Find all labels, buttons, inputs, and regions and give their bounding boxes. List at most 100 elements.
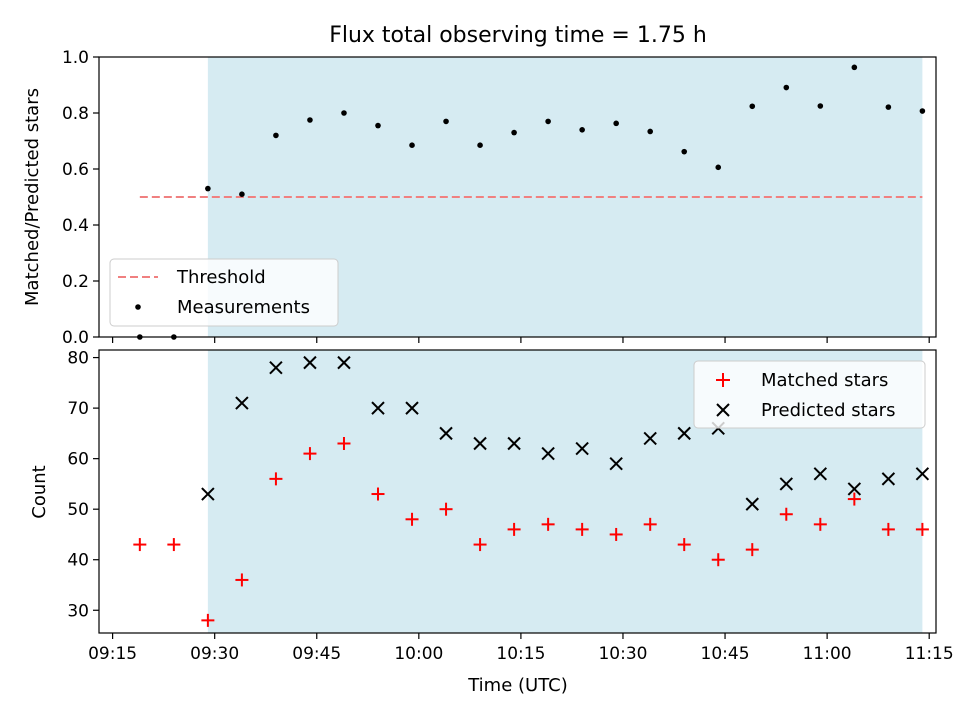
measurement-points bbox=[137, 64, 926, 340]
legend-matched-label: Matched stars bbox=[761, 370, 888, 391]
matched-stars-point bbox=[235, 573, 249, 587]
matched-stars-point bbox=[473, 538, 487, 552]
measurement-point bbox=[239, 191, 245, 197]
predicted-stars-point bbox=[847, 482, 862, 496]
top-legend: Threshold Measurements bbox=[109, 258, 339, 327]
x-tick-label: 10:15 bbox=[496, 644, 545, 664]
predicted-stars-points bbox=[201, 355, 930, 511]
measurement-point bbox=[681, 148, 688, 155]
predicted-stars-point bbox=[303, 355, 317, 370]
y-tick-label: 80 bbox=[67, 349, 89, 369]
matched-stars-point bbox=[167, 538, 181, 552]
measurement-point bbox=[749, 103, 756, 110]
y-tick-label: 1.0 bbox=[62, 48, 89, 68]
bottom-legend-box bbox=[693, 360, 926, 429]
measurement-point bbox=[579, 127, 585, 133]
x-tick-label: 09:30 bbox=[190, 644, 239, 664]
matched-stars-point bbox=[575, 522, 589, 536]
x-tick-label: 10:45 bbox=[701, 644, 750, 664]
measurement-point bbox=[375, 122, 381, 129]
x-tick-label: 11:15 bbox=[905, 644, 954, 664]
measurement-point bbox=[647, 128, 653, 135]
x-tick-label: 09:15 bbox=[88, 644, 137, 664]
matched-stars-point bbox=[439, 502, 453, 516]
measurement-point bbox=[443, 118, 449, 125]
predicted-stars-point bbox=[439, 426, 453, 441]
y-tick-label: 70 bbox=[67, 399, 89, 419]
x-tick-label: 09:45 bbox=[292, 644, 341, 664]
x-tick-label: 10:00 bbox=[394, 644, 443, 664]
measurement-point bbox=[341, 110, 347, 116]
x-tick-label: 10:30 bbox=[598, 644, 647, 664]
legend-predicted-swatch bbox=[716, 403, 730, 417]
legend-matched-swatch bbox=[716, 373, 730, 387]
y-tick-label: 50 bbox=[67, 500, 89, 520]
predicted-stars-point bbox=[405, 401, 419, 415]
predicted-stars-point bbox=[541, 446, 555, 461]
predicted-stars-point bbox=[201, 487, 215, 501]
bottom-axes: 30 40 50 60 70 80 09:15 09:30 09:45 10:00 10:15 10… bbox=[29, 349, 954, 696]
y-tick-label: 0.6 bbox=[62, 160, 89, 180]
matched-stars-point bbox=[711, 553, 725, 567]
measurement-point bbox=[817, 103, 824, 109]
y-tick-label: 40 bbox=[67, 551, 89, 571]
measurement-point bbox=[477, 142, 483, 148]
predicted-stars-point bbox=[371, 401, 385, 415]
matched-stars-point bbox=[609, 527, 623, 541]
predicted-stars-point bbox=[507, 436, 521, 451]
x-axis-label: Time (UTC) bbox=[467, 675, 568, 696]
top-legend-box bbox=[109, 258, 339, 327]
measurement-point bbox=[919, 108, 926, 114]
measurement-point bbox=[511, 129, 517, 136]
measurement-point bbox=[273, 132, 279, 139]
measurement-point bbox=[409, 142, 415, 148]
measurement-point bbox=[613, 120, 619, 127]
matched-stars-point bbox=[643, 517, 657, 531]
y-tick-label: 0.2 bbox=[62, 272, 89, 292]
chart-title: Flux total observing time = 1.75 h bbox=[329, 23, 707, 48]
y-tick-label: 0.8 bbox=[62, 104, 89, 124]
bottom-legend: Matched stars Predicted stars bbox=[693, 360, 926, 429]
y-tick-label: 60 bbox=[67, 450, 89, 470]
measurement-point bbox=[205, 185, 211, 192]
matched-stars-point bbox=[779, 507, 793, 521]
matched-stars-point bbox=[507, 522, 521, 536]
top-axes-frame bbox=[98, 56, 937, 338]
matched-stars-point bbox=[745, 543, 759, 557]
predicted-stars-point bbox=[235, 396, 249, 410]
matched-stars-point bbox=[813, 517, 827, 531]
predicted-stars-point bbox=[881, 472, 896, 486]
measurement-point bbox=[851, 64, 858, 71]
predicted-stars-point bbox=[575, 441, 589, 456]
measurement-point bbox=[715, 164, 722, 171]
matched-stars-points bbox=[133, 436, 929, 627]
bottom-y-axis-label: Count bbox=[29, 465, 50, 518]
top-y-axis-label: Matched/Predicted stars bbox=[22, 88, 43, 306]
predicted-stars-point bbox=[779, 477, 793, 491]
y-tick-label: 30 bbox=[67, 601, 89, 621]
top-y-ticks: 0.0 0.2 0.4 0.6 0.8 1.0 bbox=[62, 48, 99, 348]
matched-stars-point bbox=[541, 517, 555, 531]
matched-stars-point bbox=[371, 487, 385, 501]
predicted-stars-point bbox=[337, 355, 351, 370]
bottom-x-ticks: 09:15 09:30 09:45 10:00 10:15 10:30 10:45 11:00… bbox=[88, 633, 954, 664]
matched-stars-point bbox=[677, 538, 691, 552]
predicted-stars-point bbox=[473, 436, 487, 451]
legend-predicted-label: Predicted stars bbox=[761, 400, 895, 421]
top-x-ticks bbox=[112, 337, 930, 343]
legend-measurements-label: Measurements bbox=[177, 297, 310, 318]
bottom-y-ticks: 30 40 50 60 70 80 bbox=[67, 349, 99, 621]
y-tick-label: 0.0 bbox=[62, 328, 89, 348]
bottom-axes-frame bbox=[98, 349, 937, 634]
matched-stars-point bbox=[337, 436, 351, 450]
x-tick-label: 11:00 bbox=[803, 644, 852, 664]
measurement-point bbox=[545, 118, 551, 125]
measurement-point bbox=[783, 84, 790, 91]
predicted-stars-point bbox=[609, 456, 623, 471]
matched-stars-point bbox=[133, 538, 147, 552]
legend-threshold-label: Threshold bbox=[176, 267, 266, 288]
predicted-stars-point bbox=[269, 360, 283, 375]
predicted-stars-point bbox=[813, 467, 828, 481]
top-axes: 0.0 0.2 0.4 0.6 0.8 1.0 Matched/Predicted sta… bbox=[22, 48, 937, 348]
